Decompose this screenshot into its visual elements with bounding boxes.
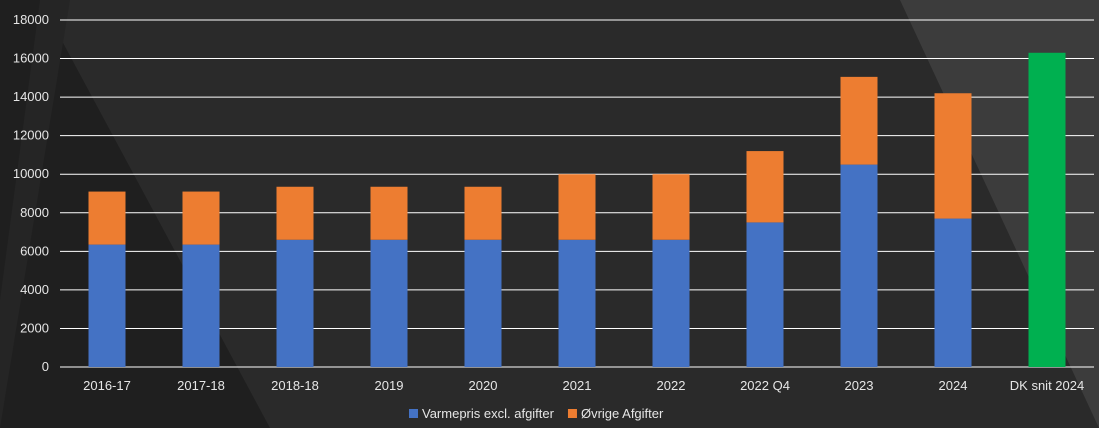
x-axis: 2016-17 2017-18 2018-18 2019 2020 2021 2022 202… [83, 378, 1084, 393]
bar-segment-ovrige-afgifter [276, 186, 314, 240]
x-tick-label: 2022 Q4 [740, 378, 790, 393]
bar-segment-varmepris [746, 222, 784, 367]
bar-segment-varmepris [370, 239, 408, 367]
bar-segment-ovrige-afgifter [934, 93, 972, 219]
y-tick-label: 18000 [13, 12, 49, 27]
legend-swatch [567, 409, 577, 418]
y-axis: 0 2000 4000 6000 8000 10000 12000 14000 16000 180… [13, 12, 49, 374]
x-tick-label: 2017-18 [177, 378, 225, 393]
legend: Varmepris excl. afgifter Øvrige Afgifter [409, 406, 664, 421]
bar-segment-varmepris [840, 164, 878, 367]
y-tick-label: 10000 [13, 166, 49, 181]
y-tick-label: 12000 [13, 128, 49, 143]
bar-segment-ovrige-afgifter [370, 186, 408, 240]
x-tick-label: 2021 [563, 378, 592, 393]
y-tick-label: 4000 [20, 282, 49, 297]
x-tick-label: 2018-18 [271, 378, 319, 393]
bar-segment-ovrige-afgifter [558, 174, 596, 240]
bar-segment-ovrige-afgifter [182, 191, 220, 245]
y-tick-label: 14000 [13, 89, 49, 104]
bar-segment-varmepris [464, 239, 502, 367]
bar-segment-varmepris [88, 244, 126, 367]
y-tick-label: 2000 [20, 320, 49, 335]
bar-segment-varmepris [652, 239, 690, 367]
y-tick-label: 0 [42, 359, 49, 374]
legend-swatch [409, 409, 418, 418]
legend-label: Øvrige Afgifter [581, 406, 664, 421]
bar-segment-ovrige-afgifter [88, 191, 126, 245]
y-tick-label: 16000 [13, 51, 49, 66]
bar-segment-varmepris [558, 239, 596, 367]
bar-segment-ovrige-afgifter [840, 76, 878, 165]
bar-segment-varmepris [276, 239, 314, 367]
x-tick-label: 2016-17 [83, 378, 131, 393]
legend-label: Varmepris excl. afgifter [422, 406, 555, 421]
x-tick-label: 2024 [939, 378, 968, 393]
y-tick-label: 6000 [20, 243, 49, 258]
bar-segment-ovrige-afgifter [746, 151, 784, 223]
x-tick-label: 2019 [375, 378, 404, 393]
x-tick-label: 2020 [469, 378, 498, 393]
x-tick-label: DK snit 2024 [1010, 378, 1084, 393]
bar-segment-varmepris [182, 244, 220, 367]
bar-segment-ovrige-afgifter [464, 186, 502, 240]
x-tick-label: 2022 [657, 378, 686, 393]
bar-segment-ovrige-afgifter [652, 174, 690, 240]
bar-segment-dk-snit [1028, 52, 1066, 368]
bar-segment-varmepris [934, 218, 972, 367]
y-tick-label: 8000 [20, 205, 49, 220]
bars [88, 52, 1066, 368]
x-tick-label: 2023 [845, 378, 874, 393]
